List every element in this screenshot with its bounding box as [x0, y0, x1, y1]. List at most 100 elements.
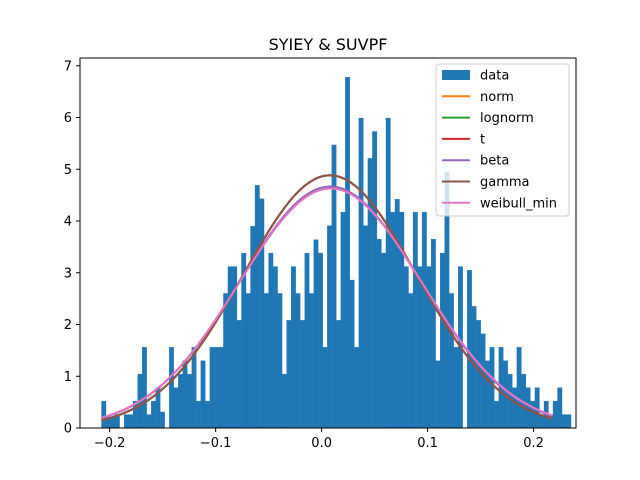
histogram-bar [340, 212, 346, 429]
legend-label: t [480, 132, 485, 147]
histogram-bar [390, 212, 396, 429]
histogram-bar [309, 293, 314, 429]
histogram-bar [141, 347, 147, 429]
curve-weibull-min [101, 187, 553, 419]
histogram-bar [272, 266, 278, 429]
histogram-bar [345, 77, 350, 429]
histogram-bar [191, 347, 197, 429]
histogram-bar [218, 347, 224, 429]
histogram-bar [372, 131, 378, 429]
histogram-bar [453, 347, 459, 429]
x-tick-label: 0.1 [417, 436, 438, 451]
histogram-bar [227, 266, 233, 429]
histogram-bar [516, 347, 522, 429]
histogram-bar [548, 414, 554, 429]
histogram-bar [245, 293, 251, 429]
histogram-bar [263, 293, 269, 429]
y-tick-label: 1 [64, 370, 72, 385]
histogram-bar [187, 374, 192, 429]
histogram-bar [408, 293, 414, 429]
x-tick-label: 0.0 [311, 436, 332, 451]
histogram-bar [313, 239, 319, 429]
legend-label: data [480, 69, 509, 84]
histogram-bar [290, 266, 296, 429]
histogram-bar [254, 185, 260, 429]
legend-label: lognorm [480, 111, 534, 126]
histogram-bar [178, 374, 183, 429]
x-tick-label: −0.1 [200, 436, 232, 451]
histogram-bar [385, 117, 391, 429]
legend-label: gamma [480, 175, 530, 190]
y-tick-label: 6 [64, 111, 72, 126]
histogram-bar [561, 414, 567, 429]
histogram-bar [430, 238, 436, 429]
histogram-bar [151, 400, 156, 429]
y-axis: 0 1 2 3 4 5 6 7 [64, 59, 80, 437]
histogram-bar [277, 293, 283, 429]
histogram-bar [336, 320, 341, 429]
histogram-bar [110, 416, 116, 429]
histogram-bar [214, 347, 220, 429]
histogram-bar [363, 225, 369, 429]
x-tick-label: 0.2 [523, 436, 544, 451]
histogram-bar [435, 360, 441, 429]
histogram-bar [182, 360, 188, 429]
y-tick-label: 4 [64, 215, 72, 230]
histogram-bar [300, 320, 305, 429]
histogram-bar [489, 347, 495, 429]
y-tick-label: 0 [64, 422, 72, 437]
histogram-bar [223, 293, 229, 429]
histogram-bar [349, 279, 355, 429]
histogram-bar [476, 320, 481, 429]
histogram-bar [281, 374, 287, 429]
histogram-bar [358, 117, 364, 429]
histogram-bar [566, 414, 572, 429]
curve-gamma [101, 174, 553, 422]
y-tick-label: 7 [64, 59, 72, 74]
histogram-bar [173, 387, 179, 429]
histogram-bar [236, 320, 242, 429]
histogram-bar [259, 198, 265, 429]
histogram-bar [286, 320, 292, 429]
histogram-bar [209, 347, 215, 429]
histogram-bar [327, 225, 332, 429]
legend-label: norm [480, 90, 514, 105]
histogram-bar [169, 347, 174, 429]
histogram-bar [304, 252, 310, 429]
legend-patch-data [442, 70, 470, 80]
fitted-curves [101, 174, 553, 422]
histogram-bar [196, 400, 201, 429]
histogram-bar [421, 212, 427, 429]
plot-frame [79, 57, 577, 429]
chart-title: SYIEY & SUVPF [269, 35, 388, 54]
histogram-bar [439, 252, 445, 429]
histogram-bar [512, 387, 518, 429]
y-tick-label: 2 [64, 318, 72, 333]
histogram-bar [449, 293, 454, 429]
histogram-bar [494, 400, 499, 429]
legend: data norm lognorm t beta gamma weibull_min [435, 63, 570, 217]
histogram-bar [381, 252, 387, 429]
histogram-bar [403, 266, 409, 429]
y-tick-label: 5 [64, 163, 72, 178]
histogram-bar [412, 212, 418, 429]
legend-label: weibull_min [480, 196, 557, 211]
histogram-bar [322, 347, 328, 429]
histogram-bar [417, 266, 423, 429]
histogram-bar [318, 252, 323, 429]
histogram-bar [268, 252, 274, 429]
histogram-bar [552, 400, 558, 429]
histogram-bar [354, 347, 360, 429]
y-tick-label: 3 [64, 266, 72, 281]
histogram-bar [101, 400, 107, 429]
histogram-bar [128, 414, 134, 429]
x-tick-label: −0.2 [94, 436, 126, 451]
histogram-bar [123, 414, 129, 429]
histogram-bar [557, 387, 563, 429]
histogram-bar [376, 238, 382, 429]
histogram-bar [205, 400, 211, 429]
histogram-bar [480, 333, 486, 429]
histogram-bar [160, 411, 165, 429]
histogram-bar [200, 360, 206, 429]
histogram-bar [146, 414, 152, 429]
